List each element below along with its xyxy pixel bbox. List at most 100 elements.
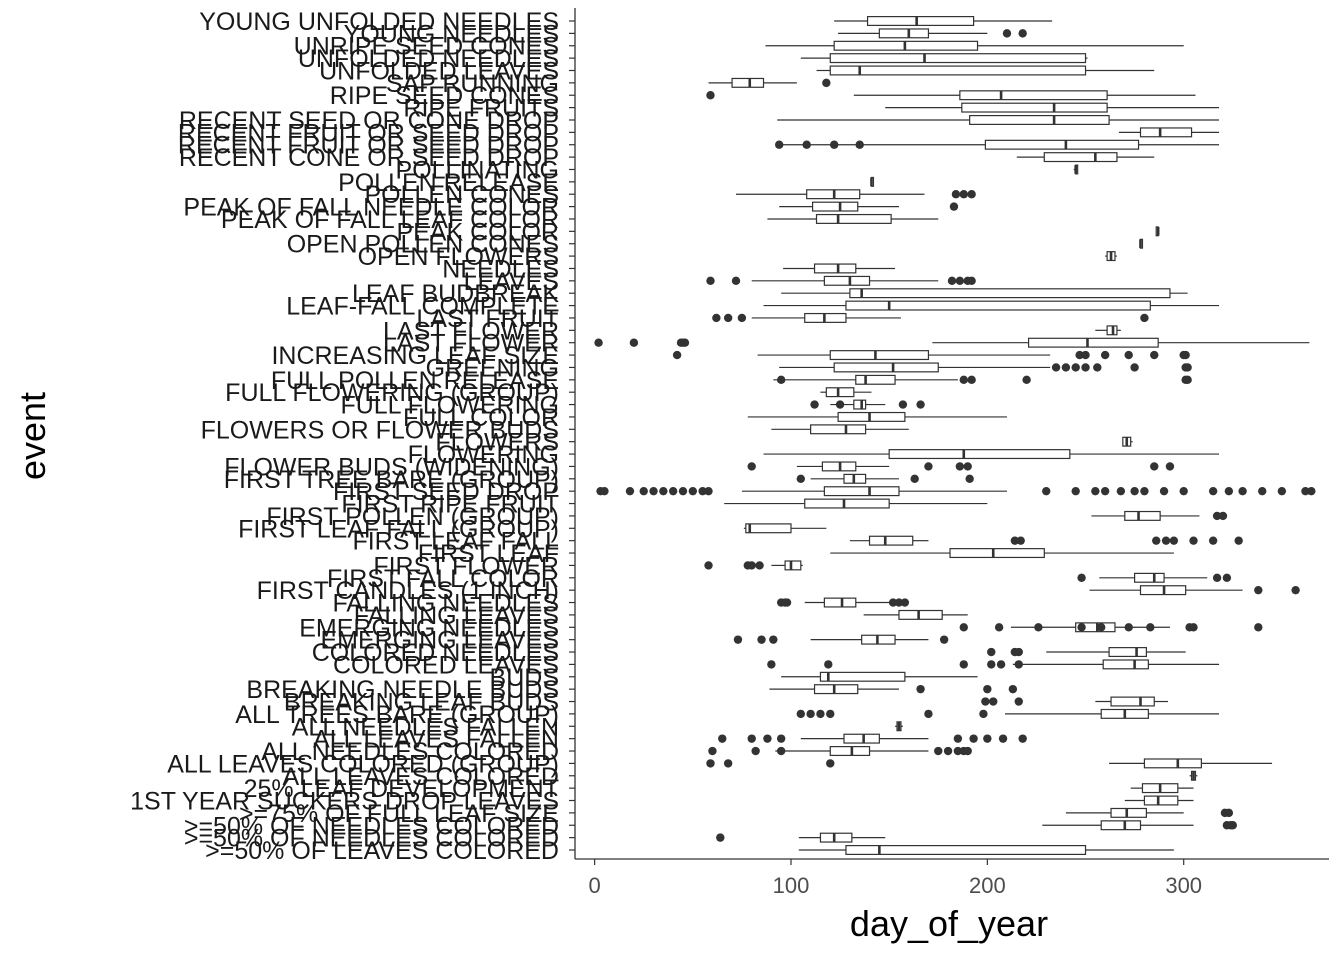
outlier-point (706, 91, 715, 100)
outlier-point (678, 486, 688, 496)
outlier-point (659, 486, 668, 496)
outlier-point (704, 561, 713, 570)
box-group (1089, 585, 1300, 596)
outlier-point (1014, 647, 1023, 657)
outlier-point (1097, 623, 1106, 632)
box (1143, 795, 1179, 806)
box (833, 362, 939, 373)
box (823, 486, 900, 497)
outlier-point (898, 400, 908, 409)
y-tick-label: PEAK OF FALL LEAF COLOR (221, 206, 559, 234)
outlier-point (1124, 350, 1133, 360)
box-group (779, 362, 1192, 373)
outlier-point (1034, 623, 1043, 632)
outlier-point (1081, 350, 1090, 360)
outlier-point (594, 338, 603, 347)
outlier-point (733, 635, 743, 644)
y-tick-label: LAST FLOWER (383, 330, 559, 358)
outlier-point (824, 660, 833, 669)
outlier-point (996, 660, 1006, 669)
outlier-point (1014, 697, 1023, 706)
y-tick-label: FIRST CANDLES (1 INCH) (257, 577, 559, 605)
outlier-point (1014, 660, 1023, 669)
y-tick-label: OPEN POLLEN CONES (287, 231, 559, 259)
outlier-point (1077, 573, 1086, 582)
outlier-point (708, 746, 717, 756)
outlier-point (1224, 808, 1234, 818)
box (810, 424, 867, 435)
outlier-point (826, 759, 835, 768)
outlier-point (806, 709, 815, 719)
box (898, 609, 943, 620)
outlier-point (1307, 486, 1316, 496)
outlier-point (796, 709, 806, 719)
outlier-point (747, 462, 756, 471)
y-tick-label: RECENT FRUIT OR SEED DROP (178, 132, 559, 160)
box (984, 139, 1140, 150)
y-tick-label: FLOWER BUDS (WIDENING) (224, 453, 559, 481)
box (1134, 572, 1165, 583)
box (888, 449, 1071, 460)
outlier-point (755, 561, 764, 570)
box-group (706, 758, 1273, 769)
outlier-point (855, 140, 864, 149)
box-group (1189, 770, 1198, 781)
outlier-point (1130, 363, 1139, 372)
box-group (736, 189, 976, 200)
box-group (1118, 127, 1220, 138)
outlier-point (629, 338, 639, 347)
box (829, 53, 1087, 64)
outlier-point (769, 635, 778, 644)
box-group (771, 424, 909, 435)
y-tick-label: ALL LEAVES COLORED (282, 763, 559, 791)
outlier-point (967, 276, 976, 286)
outlier-point (1254, 585, 1263, 595)
outlier-point (1179, 486, 1188, 496)
outlier-point (680, 338, 690, 347)
outlier-point (965, 474, 974, 484)
y-tick-label: POLLEN CONES (364, 181, 559, 209)
outlier-point (963, 462, 972, 471)
y-tick-label: ALL LEAVES COLORED (GROUP) (167, 750, 559, 778)
outlier-point (1165, 462, 1175, 471)
y-tick-label: GREENING (426, 354, 559, 382)
outlier-point (994, 623, 1004, 632)
outlier-point (757, 635, 766, 644)
y-tick-label: >=75% OF FULL LEAF SIZE (239, 800, 559, 828)
outlier-point (776, 746, 786, 756)
y-tick-label: FIRST SEED DROP (333, 478, 559, 506)
outlier-point (1258, 486, 1267, 496)
outlier-point (959, 623, 968, 632)
box-group (708, 746, 972, 757)
box (959, 90, 1108, 101)
box (866, 16, 975, 27)
box-group (777, 114, 1220, 125)
y-tick-label: POLLINATING (396, 156, 559, 184)
box (1100, 820, 1142, 831)
box-group (816, 65, 1155, 76)
outlier-point (989, 697, 998, 706)
box-group (708, 77, 831, 88)
outlier-point (1277, 486, 1287, 496)
outlier-point (1061, 363, 1071, 372)
box-group (763, 300, 1220, 311)
box-group (1042, 820, 1237, 831)
outlier-point (1093, 363, 1102, 372)
box (1110, 696, 1155, 707)
x-tick-label: 200 (969, 873, 1006, 898)
outlier-point (1010, 536, 1020, 545)
outlier-point (776, 734, 786, 743)
y-tick-label: FIRST LEAF FALL (352, 528, 559, 556)
outlier-point (1124, 623, 1133, 632)
outlier-point (712, 313, 721, 323)
box (849, 288, 1171, 299)
outlier-point (998, 734, 1008, 743)
outlier-point (1234, 536, 1243, 545)
outlier-point (776, 375, 786, 385)
outlier-point (600, 486, 609, 496)
box (1139, 127, 1193, 138)
y-tick-label: RIPE SEED CONES (330, 82, 559, 110)
outlier-point (625, 486, 635, 496)
box-group (830, 548, 1174, 559)
outlier-point (1222, 573, 1232, 582)
